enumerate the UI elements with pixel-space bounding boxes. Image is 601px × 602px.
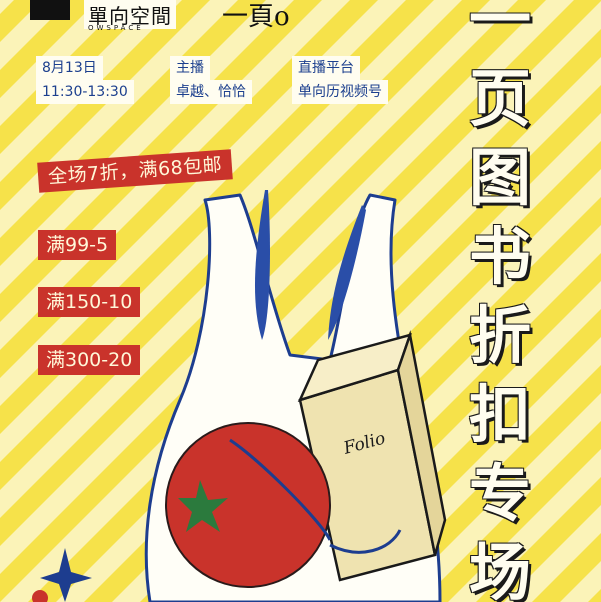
platform-label: 直播平台 <box>298 60 354 76</box>
folio-book: Folio <box>297 330 447 582</box>
stripe <box>0 0 210 210</box>
bag-fold-line-2 <box>329 529 402 554</box>
title-char: 扣 <box>468 378 531 451</box>
bag-handle-right-shade <box>328 205 366 340</box>
tomato <box>165 422 331 588</box>
time-box: 11:30-13:30 <box>36 80 134 104</box>
tier-99: 满99-5 <box>38 230 117 260</box>
sparkle-icon <box>40 548 92 602</box>
tier-300: 满300-20 <box>38 345 141 375</box>
stripe <box>532 533 601 602</box>
vertical-title: 一 页 图 书 折 扣 专 场 <box>455 0 545 602</box>
tier-99-text: 满99-5 <box>46 234 109 256</box>
yiye-logo: 一頁о <box>222 2 290 32</box>
owspace-logo-mark <box>30 0 70 20</box>
stripe <box>0 0 378 378</box>
tier-300-text: 满300-20 <box>46 349 133 371</box>
platform-text: 单向历视频号 <box>298 84 382 100</box>
platform-label-box: 直播平台 <box>292 56 360 80</box>
tier-150-text: 满150-10 <box>46 291 133 313</box>
title-char: 一 <box>468 0 531 56</box>
platform-box: 单向历视频号 <box>292 80 388 104</box>
host-label: 主播 <box>176 60 204 76</box>
hosts-text: 卓越、恰恰 <box>176 84 246 100</box>
title-char: 专 <box>468 457 531 530</box>
title-char: 场 <box>468 536 531 602</box>
title-char: 折 <box>468 299 531 372</box>
stripe <box>420 421 601 602</box>
host-label-box: 主播 <box>170 56 210 80</box>
hosts-box: 卓越、恰恰 <box>170 80 252 104</box>
tier-150: 满150-10 <box>38 287 141 317</box>
date-box: 8月13日 <box>36 56 103 80</box>
stripe <box>0 0 546 546</box>
time-text: 11:30-13:30 <box>42 84 128 100</box>
date-text: 8月13日 <box>42 60 97 76</box>
red-dot <box>32 590 48 602</box>
bag-handle-left-shade <box>254 190 270 340</box>
stripe <box>0 0 98 98</box>
title-char: 页 <box>468 62 531 135</box>
title-char: 书 <box>468 220 531 293</box>
stripe <box>476 477 601 602</box>
owspace-logo: 單向空間 <box>84 0 176 29</box>
owspace-logo-sub: OWSPACE <box>88 24 144 32</box>
title-char: 图 <box>468 141 531 214</box>
stripe <box>588 589 601 602</box>
bag-fold-line <box>229 438 332 541</box>
